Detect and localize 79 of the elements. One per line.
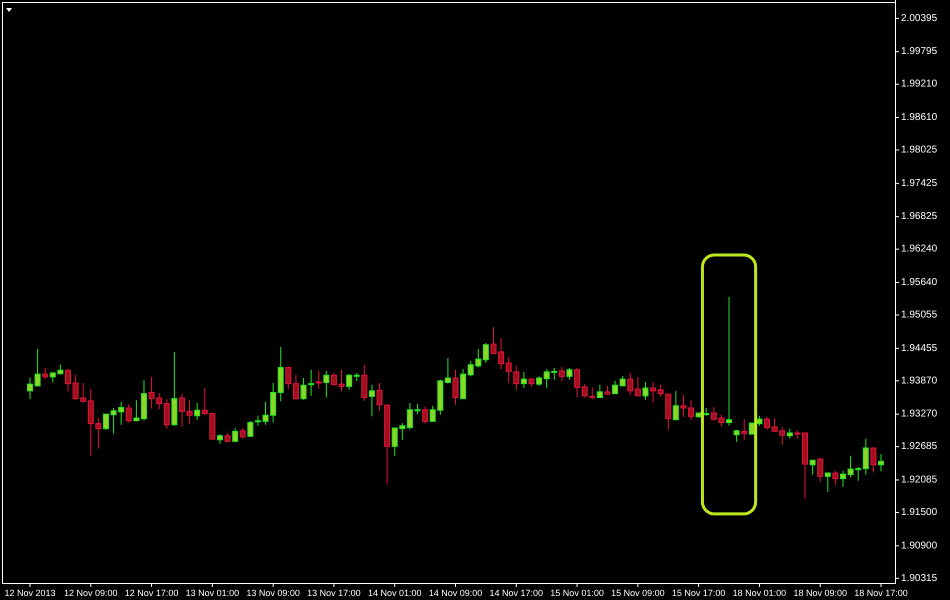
candlestick	[194, 402, 200, 420]
candlestick	[240, 428, 246, 440]
y-tick-label: 1.95640	[901, 277, 938, 288]
candlestick	[300, 378, 307, 400]
candlestick	[216, 434, 223, 444]
candlestick	[832, 470, 838, 486]
candlestick	[878, 454, 884, 472]
candlestick	[642, 381, 648, 400]
y-tick-label: 1.93270	[901, 408, 938, 420]
y-tick-label: 1.90900	[901, 540, 938, 552]
x-tick-label: 18 Nov 09:00	[793, 588, 847, 598]
candlestick	[862, 438, 869, 476]
candlestick	[786, 428, 793, 440]
candlestick	[726, 296, 732, 426]
candlestick	[361, 364, 368, 402]
x-tick-label: 15 Nov 17:00	[672, 588, 726, 598]
candlestick	[164, 398, 170, 430]
candlestick	[734, 429, 740, 442]
candlestick	[384, 404, 390, 486]
candlestick	[520, 371, 527, 389]
candlestick	[672, 390, 679, 420]
x-tick-label: 15 Nov 01:00	[550, 588, 604, 598]
candlestick	[604, 385, 610, 396]
candlestick	[824, 472, 831, 492]
y-tick-label: 1.92685	[901, 441, 938, 452]
candlestick	[558, 366, 565, 382]
x-tick-label: 12 Nov 09:00	[64, 588, 118, 598]
y-tick-label: 2.00395	[901, 12, 938, 24]
candlestick	[232, 428, 238, 442]
candlestick	[817, 458, 824, 482]
candlestick	[316, 370, 322, 390]
candlestick	[42, 368, 48, 380]
candlestick	[452, 369, 459, 406]
y-tick-label: 1.91500	[901, 506, 938, 518]
candlestick	[368, 384, 375, 417]
x-tick-label: 12 Nov 17:00	[124, 588, 178, 598]
candlestick	[422, 406, 428, 424]
candlestick	[224, 432, 231, 443]
candlestick	[756, 415, 762, 426]
y-tick-label: 1.95055	[901, 309, 938, 320]
candlestick	[171, 351, 178, 426]
y-tick-label: 1.90315	[901, 572, 938, 584]
candlestick	[528, 378, 534, 387]
candlestick	[589, 386, 596, 400]
y-tick-label: 1.92085	[901, 474, 938, 486]
candlestick	[810, 459, 816, 476]
candlestick	[703, 408, 710, 416]
candlestick	[596, 384, 603, 399]
x-tick-label: 13 Nov 17:00	[307, 588, 361, 598]
candlestick	[392, 426, 398, 456]
x-tick-label: 14 Nov 09:00	[428, 588, 482, 598]
x-tick-label: 18 Nov 17:00	[854, 588, 908, 598]
candlestick	[323, 370, 330, 398]
x-tick-label: 13 Nov 09:00	[246, 588, 300, 598]
candlestick	[551, 368, 558, 380]
y-tick-label: 1.99795	[901, 46, 938, 58]
y-tick-label: 1.99210	[901, 78, 938, 90]
x-tick-label: 13 Nov 01:00	[186, 588, 240, 598]
candlestick	[308, 369, 314, 396]
candlestick	[741, 418, 748, 440]
candlestick	[126, 404, 132, 423]
y-tick-label: 1.96240	[901, 244, 938, 255]
candlestick	[696, 412, 702, 418]
candlestick	[376, 382, 383, 412]
y-tick-label: 1.98610	[901, 112, 938, 124]
y-tick-label: 1.94455	[901, 342, 938, 354]
x-tick-label: 18 Nov 01:00	[732, 588, 786, 598]
y-tick-label: 1.93870	[901, 375, 938, 386]
y-tick-label: 1.96825	[901, 211, 938, 222]
x-tick-label: 14 Nov 17:00	[490, 588, 544, 598]
x-tick-label: 14 Nov 01:00	[368, 588, 422, 598]
candlestick	[870, 446, 876, 473]
candlestick	[430, 405, 436, 422]
x-tick-label: 12 Nov 2013	[4, 588, 56, 598]
candlestick	[513, 365, 520, 390]
candlestick	[566, 368, 572, 380]
x-tick-label: 15 Nov 09:00	[611, 588, 665, 598]
y-tick-label: 1.97425	[901, 178, 938, 189]
y-tick-label: 1.98025	[901, 144, 938, 156]
